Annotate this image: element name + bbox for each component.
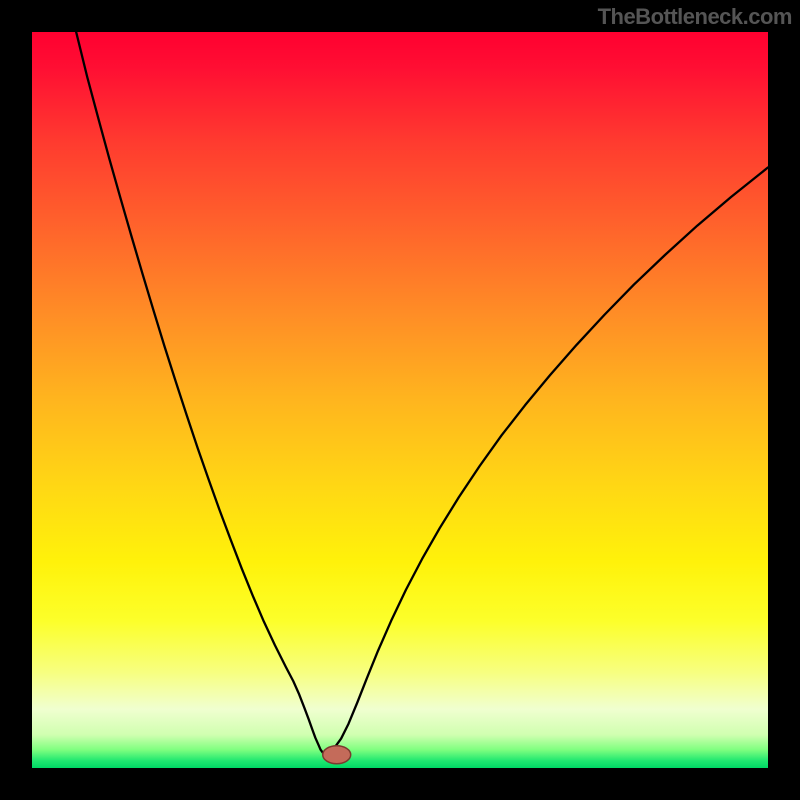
optimum-marker — [323, 746, 351, 764]
watermark-text: TheBottleneck.com — [598, 4, 792, 30]
chart-svg — [32, 32, 768, 768]
chart-plot-area — [32, 32, 768, 768]
chart-background — [32, 32, 768, 768]
